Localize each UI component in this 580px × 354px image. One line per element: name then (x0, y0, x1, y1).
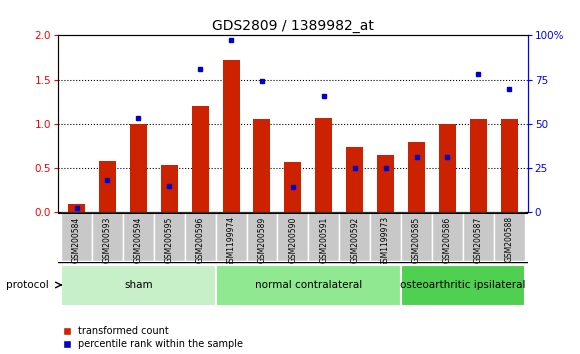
FancyBboxPatch shape (154, 213, 184, 261)
Text: GSM200594: GSM200594 (134, 216, 143, 263)
Bar (501, 119, 518, 212)
Text: normal contralateral: normal contralateral (255, 280, 362, 290)
FancyBboxPatch shape (339, 213, 370, 261)
Text: GSM200584: GSM200584 (72, 216, 81, 263)
Bar (377, 155, 394, 212)
Text: GSM200596: GSM200596 (195, 216, 205, 263)
Bar (161, 166, 177, 212)
FancyBboxPatch shape (401, 213, 432, 261)
FancyBboxPatch shape (92, 213, 123, 261)
Text: GSM200590: GSM200590 (288, 216, 298, 263)
FancyBboxPatch shape (216, 265, 401, 306)
Text: GSM1199974: GSM1199974 (227, 216, 235, 268)
Text: GSM200586: GSM200586 (443, 216, 452, 263)
Text: protocol: protocol (6, 280, 49, 290)
FancyBboxPatch shape (184, 213, 216, 261)
Bar (99, 161, 116, 212)
Bar (253, 119, 270, 212)
FancyBboxPatch shape (61, 265, 216, 306)
Bar (223, 60, 240, 212)
FancyBboxPatch shape (432, 213, 463, 261)
Legend: transformed count, percentile rank within the sample: transformed count, percentile rank withi… (63, 326, 244, 349)
Text: GSM200592: GSM200592 (350, 216, 359, 263)
Bar (284, 162, 302, 212)
Bar (439, 124, 456, 212)
Bar (191, 106, 209, 212)
Text: GSM200588: GSM200588 (505, 216, 514, 262)
Bar (68, 205, 85, 212)
Text: osteoarthritic ipsilateral: osteoarthritic ipsilateral (400, 280, 525, 290)
Title: GDS2809 / 1389982_at: GDS2809 / 1389982_at (212, 19, 374, 33)
Bar (408, 142, 425, 212)
Bar (346, 147, 363, 212)
FancyBboxPatch shape (370, 213, 401, 261)
Text: GSM200589: GSM200589 (258, 216, 266, 263)
FancyBboxPatch shape (401, 265, 525, 306)
Text: GSM200587: GSM200587 (474, 216, 483, 263)
Bar (316, 118, 332, 212)
FancyBboxPatch shape (309, 213, 339, 261)
Text: GSM200591: GSM200591 (320, 216, 328, 263)
Text: sham: sham (124, 280, 153, 290)
Text: GSM200585: GSM200585 (412, 216, 421, 263)
FancyBboxPatch shape (61, 213, 92, 261)
FancyBboxPatch shape (463, 213, 494, 261)
FancyBboxPatch shape (246, 213, 277, 261)
Text: GSM1199973: GSM1199973 (381, 216, 390, 268)
Bar (130, 124, 147, 212)
FancyBboxPatch shape (277, 213, 309, 261)
FancyBboxPatch shape (216, 213, 246, 261)
FancyBboxPatch shape (494, 213, 525, 261)
Text: GSM200593: GSM200593 (103, 216, 112, 263)
FancyBboxPatch shape (123, 213, 154, 261)
Bar (470, 119, 487, 212)
Text: GSM200595: GSM200595 (165, 216, 174, 263)
